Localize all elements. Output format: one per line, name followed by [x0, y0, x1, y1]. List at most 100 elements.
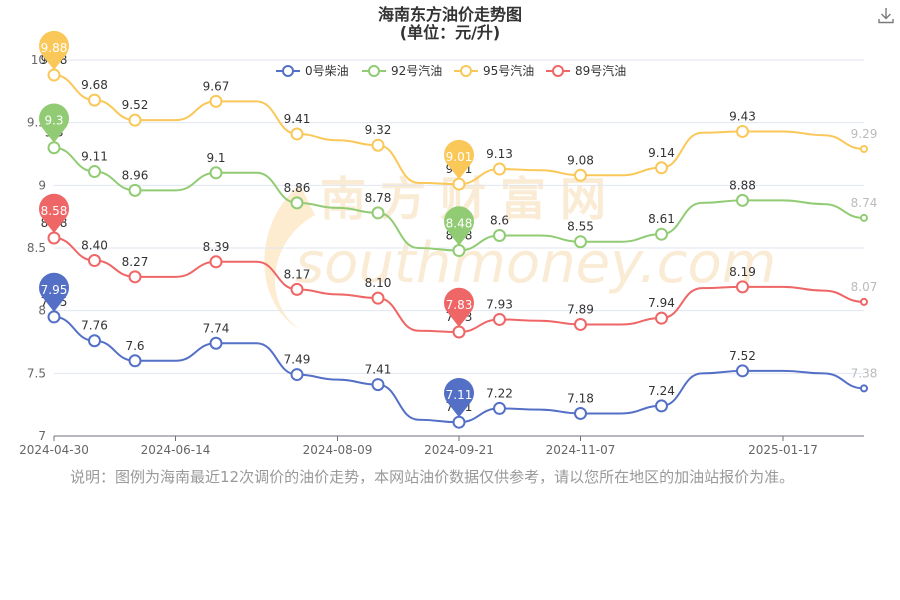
data-point: [88, 334, 101, 348]
pin-marker: [39, 30, 69, 71]
data-point: [452, 177, 466, 191]
data-label: 7.89: [567, 302, 594, 316]
y-tick-label: 7.5: [27, 366, 46, 380]
pin-marker-label: 9.01: [446, 150, 473, 164]
data-label: 8.74: [851, 196, 878, 210]
data-label: 8.27: [122, 255, 149, 269]
data-label: 7.93: [486, 297, 513, 311]
data-label: 7.22: [486, 386, 513, 400]
data-point: [88, 165, 101, 179]
data-point: [493, 312, 506, 326]
watermark-text-en: southmoney.com: [295, 231, 776, 296]
watermark-logo: [264, 185, 315, 330]
x-tick-label: 2025-01-17: [748, 443, 818, 457]
data-point: [452, 415, 466, 429]
y-tick-label: 8: [38, 304, 46, 318]
data-point: [371, 291, 385, 305]
data-label: 8.19: [729, 265, 756, 279]
pin-marker: [39, 103, 69, 143]
data-point: [860, 297, 868, 306]
data-label: 8.55: [567, 220, 594, 234]
series-layer: [47, 68, 868, 429]
pin-marker-label: 8.48: [446, 217, 473, 231]
pin-marker: [444, 378, 475, 418]
data-label: 7.52: [729, 349, 756, 363]
data-label: 8.86: [284, 181, 311, 195]
x-tick-label: 2024-08-09: [303, 443, 373, 457]
data-label: 8.78: [365, 191, 392, 205]
data-point: [860, 384, 868, 393]
data-point: [371, 206, 385, 220]
data-label: 7.74: [203, 321, 230, 335]
data-label: 9.11: [81, 150, 108, 164]
data-point: [88, 93, 101, 107]
data-label: 9.52: [122, 98, 149, 112]
data-point: [574, 317, 587, 331]
data-label: 8.10: [365, 276, 392, 290]
data-point: [290, 282, 304, 296]
data-label: 7.76: [81, 319, 108, 333]
y-tick-label: 10: [31, 53, 46, 67]
data-label: 7.6: [125, 339, 144, 353]
data-point: [736, 193, 749, 207]
data-point: [371, 378, 385, 392]
data-label: 9.41: [284, 112, 311, 126]
data-point: [736, 364, 749, 378]
data-point: [860, 213, 868, 222]
download-icon[interactable]: [875, 4, 897, 26]
pin-marker-label: 9.3: [44, 114, 63, 128]
data-label: 9.1: [206, 151, 225, 165]
data-point: [47, 68, 61, 82]
data-point: [655, 161, 668, 175]
legend: 0号柴油 92号汽油 95号汽油 89号汽油: [276, 63, 626, 78]
data-point: [47, 231, 61, 245]
data-point: [128, 354, 142, 368]
data-point: [655, 227, 668, 241]
markers-layer: 7.95 7.11 9.3 8.48 9.88 9.01 8.58 7.83: [39, 30, 475, 418]
data-label: 8.88: [729, 178, 756, 192]
data-point: [47, 310, 61, 324]
data-label: 9.43: [729, 109, 756, 123]
data-label: 8.07: [851, 280, 878, 294]
data-point: [128, 183, 142, 197]
x-tick-label: 2024-09-21: [424, 443, 494, 457]
pin-marker: [444, 139, 475, 180]
legend-swatch-dot: [460, 65, 472, 77]
data-point: [371, 138, 385, 152]
data-label: 9.14: [648, 146, 675, 160]
data-label: 7.94: [648, 296, 675, 310]
data-label: 8.96: [122, 168, 149, 182]
data-point: [128, 113, 142, 127]
data-point: [47, 141, 61, 155]
x-tick-label: 2024-11-07: [546, 443, 616, 457]
legend-item-label: 0号柴油: [305, 64, 349, 78]
y-axis: 77.588.599.510: [27, 53, 46, 443]
chart-title: 海南东方油价走势图: [378, 5, 522, 24]
x-tick-label: 2024-04-30: [19, 443, 89, 457]
data-point: [290, 127, 304, 141]
data-label: 9.29: [851, 127, 878, 141]
pin-marker: [39, 272, 69, 312]
data-point: [452, 244, 466, 258]
data-label: 8.17: [284, 267, 311, 281]
y-tick-label: 8.5: [27, 241, 46, 255]
data-label: 8.40: [81, 239, 108, 253]
data-point: [209, 94, 223, 108]
data-point: [209, 255, 223, 269]
data-point: [655, 311, 668, 325]
x-axis: 2024-04-30 2024-06-14 2024-08-09 2024-09-21…: [19, 436, 818, 457]
data-label: 9.68: [81, 78, 108, 92]
data-label: 9.67: [203, 79, 230, 93]
data-label: 7.18: [567, 391, 594, 405]
pin-marker-label: 7.95: [41, 283, 68, 297]
data-point: [574, 168, 587, 182]
data-point: [493, 162, 506, 176]
disclaimer-note: 说明：图例为海南最近12次调价的油价走势，本网站油价数据仅供参考，请以您所在地区…: [70, 468, 795, 486]
data-point: [736, 124, 749, 138]
data-point: [209, 166, 223, 180]
data-point: [574, 406, 587, 420]
data-label: 7.24: [648, 384, 675, 398]
data-point: [452, 325, 466, 339]
